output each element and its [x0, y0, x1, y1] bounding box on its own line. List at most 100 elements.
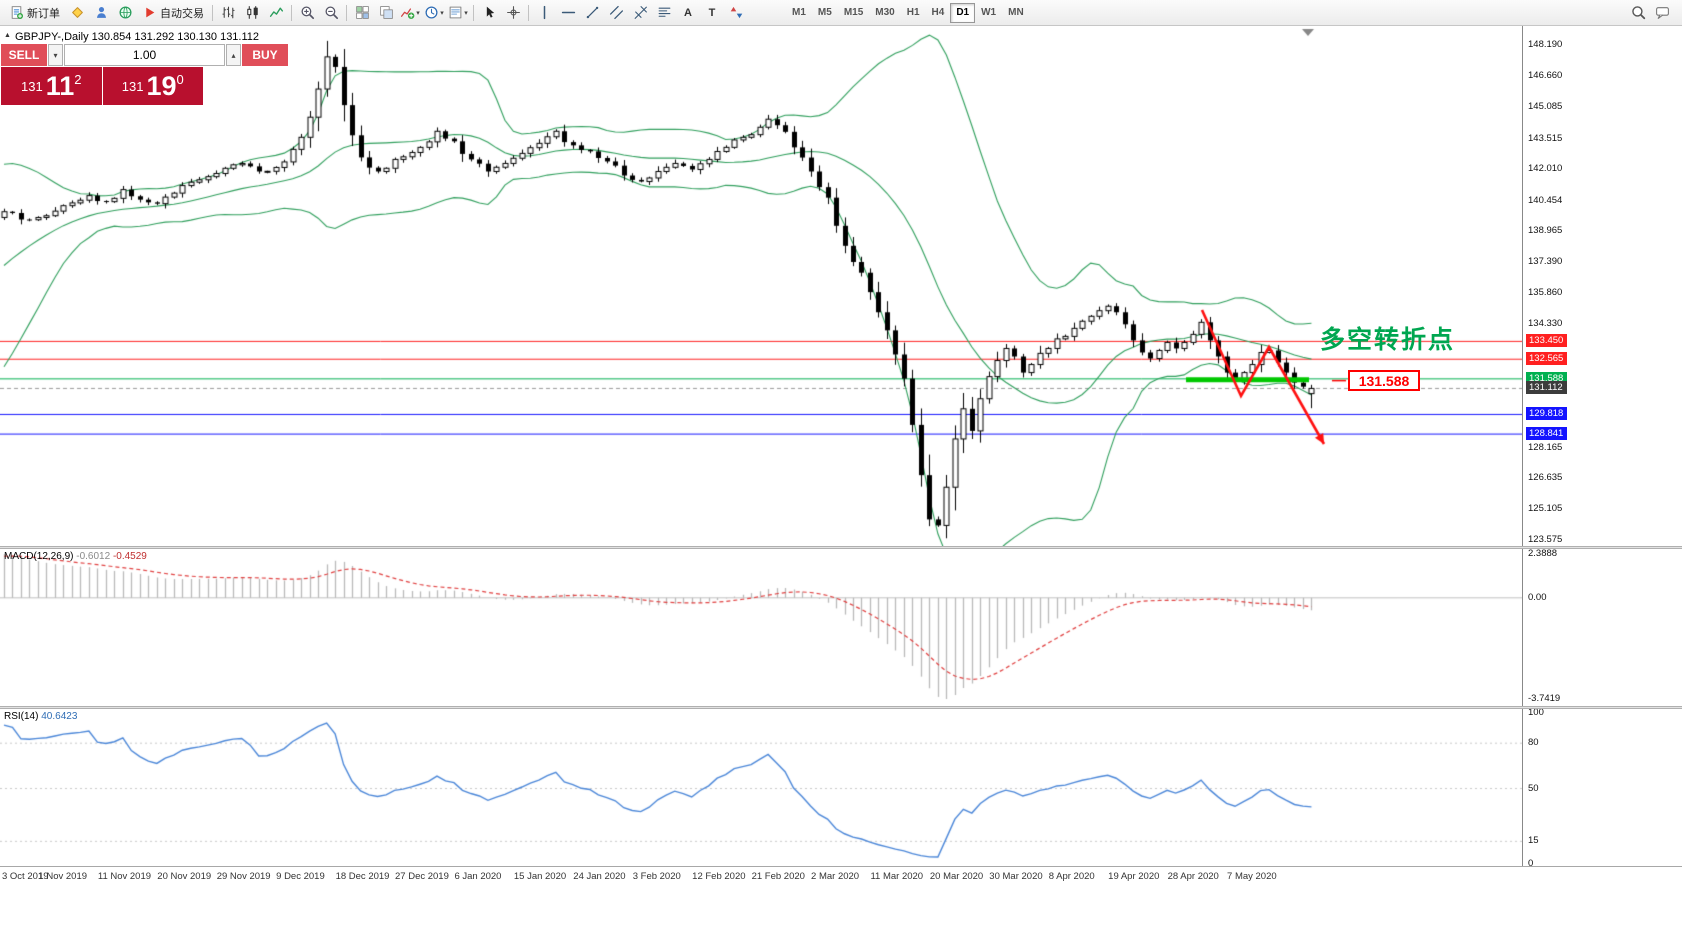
date-axis-label: 2 Mar 2020 [811, 871, 860, 882]
andrews-pitchfork-button[interactable] [628, 2, 652, 24]
rsi-indicator-label: RSI(14) 40.6423 [4, 711, 77, 722]
profiles-button[interactable] [65, 2, 89, 24]
periods-button[interactable]: ▾ [422, 2, 446, 24]
macd-panel-canvas[interactable] [0, 549, 1522, 706]
date-axis-label: 20 Mar 2020 [929, 871, 984, 882]
price-chart-canvas[interactable] [0, 26, 1522, 546]
sell-price-pipette: 2 [74, 72, 82, 87]
horizontal-line-button[interactable] [556, 2, 580, 24]
bars-icon [221, 5, 236, 20]
macd-axis-label: 0.00 [1528, 591, 1547, 603]
timeframe-m30-button[interactable]: M30 [875, 7, 895, 18]
line-chart-button[interactable] [264, 2, 288, 24]
price-axis[interactable]: 148.190 146.660 145.085 143.515 142.010 140.4… [1522, 26, 1682, 869]
equidistant-channel-button[interactable] [604, 2, 628, 24]
arrows-icon [729, 5, 744, 20]
textA-icon: A [684, 6, 692, 19]
new-order-button[interactable]: 新订单 [4, 2, 65, 24]
crosshair-button[interactable] [501, 2, 525, 24]
candles-icon [245, 5, 260, 20]
zoomout-icon [324, 5, 339, 20]
data-center-button[interactable] [113, 2, 137, 24]
rsi-panel-canvas[interactable] [0, 709, 1522, 866]
sell-button[interactable]: SELL [1, 44, 47, 66]
person-icon [94, 5, 109, 20]
rsi-axis-label: 0 [1528, 858, 1534, 869]
auto-trading-button[interactable]: 自动交易 [137, 2, 209, 24]
text-label-button[interactable]: T [700, 2, 724, 24]
one-click-collapse-icon[interactable]: ▲ [4, 32, 11, 39]
date-axis-label: 20 Nov 2019 [157, 871, 212, 882]
price-axis-label: 146.660 [1528, 69, 1563, 81]
panel-divider[interactable] [0, 546, 1682, 549]
buy-price-button[interactable]: 131 19 0 [102, 67, 203, 105]
timeframe-mn-button[interactable]: MN [1008, 7, 1024, 18]
rsi-axis-label: 15 [1528, 835, 1539, 847]
templates-button[interactable]: ▾ [446, 2, 470, 24]
timeframe-h4-button[interactable]: H4 [931, 7, 945, 18]
timeframe-m1-button[interactable]: M1 [792, 7, 806, 18]
market-watch-button[interactable] [89, 2, 113, 24]
date-axis-label: 11 Mar 2020 [870, 871, 924, 882]
toolbar-separator [473, 4, 474, 21]
fib-icon [657, 5, 672, 20]
cursor-button[interactable] [477, 2, 501, 24]
turning-point-annotation[interactable]: 多空转折点 [1320, 326, 1456, 354]
toolbar: 新订单 自动交易 ▾ ▾ ▾ A T M1 M5 M15 M30 H1 H4 D1 W1 MN [0, 0, 1682, 26]
chat-icon [1655, 5, 1670, 20]
one-click-price-row: 131 11 2 131 19 0 [1, 67, 203, 105]
tile-windows-button[interactable] [350, 2, 374, 24]
trendline-button[interactable] [580, 2, 604, 24]
tile-icon [355, 5, 370, 20]
cascade-icon [379, 5, 394, 20]
timeframe-m5-button[interactable]: M5 [817, 7, 832, 18]
price-axis-label: 128.165 [1528, 441, 1563, 453]
search-button[interactable] [1626, 2, 1650, 24]
sell-price-button[interactable]: 131 11 2 [1, 67, 102, 105]
globe-icon [118, 5, 133, 20]
price-callout-label[interactable]: 131.588 [1348, 370, 1420, 391]
buy-price-pips: 19 [146, 70, 177, 101]
date-axis-label: 19 Apr 2020 [1108, 871, 1160, 882]
cursor-icon [482, 5, 497, 20]
one-click-header-row: SELL ▾ ▴ BUY [1, 44, 288, 66]
date-axis-label: 3 Feb 2020 [632, 871, 681, 882]
zoom-in-button[interactable] [295, 2, 319, 24]
volume-decrease-button[interactable]: ▾ [48, 44, 63, 66]
candlestick-chart-button[interactable] [240, 2, 264, 24]
date-axis-label: 30 Mar 2020 [989, 871, 1043, 882]
buy-button[interactable]: BUY [242, 44, 288, 66]
volume-increase-button[interactable]: ▴ [226, 44, 241, 66]
template-icon [448, 5, 463, 20]
macd-value-signal: -0.4529 [112, 551, 147, 562]
panel-divider[interactable] [0, 706, 1682, 709]
timeframe-w1-button[interactable]: W1 [981, 7, 997, 18]
vertical-line-button[interactable] [532, 2, 556, 24]
volume-input[interactable] [64, 44, 225, 66]
chat-button[interactable] [1650, 2, 1674, 24]
arrows-button[interactable] [724, 2, 748, 24]
price-axis-label: 140.454 [1528, 194, 1563, 206]
fibonacci-button[interactable] [652, 2, 676, 24]
cascade-windows-button[interactable] [374, 2, 398, 24]
price-axis-label: 138.965 [1528, 224, 1563, 236]
timeframe-d1-button[interactable]: D1 [950, 2, 976, 23]
symbol-ohlc-label: GBPJPY-,Daily 130.854 131.292 130.130 13… [15, 31, 260, 43]
toolbar-separator [212, 4, 213, 21]
bar-chart-button[interactable] [216, 2, 240, 24]
date-axis-label: 8 Apr 2020 [1048, 871, 1095, 882]
new-order-button-label: 新订单 [27, 7, 60, 20]
zoom-out-button[interactable] [319, 2, 343, 24]
date-axis-label: 9 Dec 2019 [276, 871, 325, 882]
price-axis-label: 145.085 [1528, 101, 1563, 113]
diamond-icon [70, 5, 85, 20]
timeframe-m15-button[interactable]: M15 [843, 7, 864, 18]
timeframe-h1-button[interactable]: H1 [906, 7, 920, 18]
text-button[interactable]: A [676, 2, 700, 24]
timeframe-toolbar: M1 M5 M15 M30 H1 H4 D1 W1 MN [786, 2, 1030, 23]
time-axis[interactable]: 3 Oct 2019 1 Nov 2019 11 Nov 2019 20 Nov 20… [0, 866, 1682, 888]
indicators-button[interactable]: ▾ [398, 2, 422, 24]
macd-name: MACD(12,26,9) [4, 551, 74, 562]
caret-down-icon: ▾ [440, 9, 444, 17]
